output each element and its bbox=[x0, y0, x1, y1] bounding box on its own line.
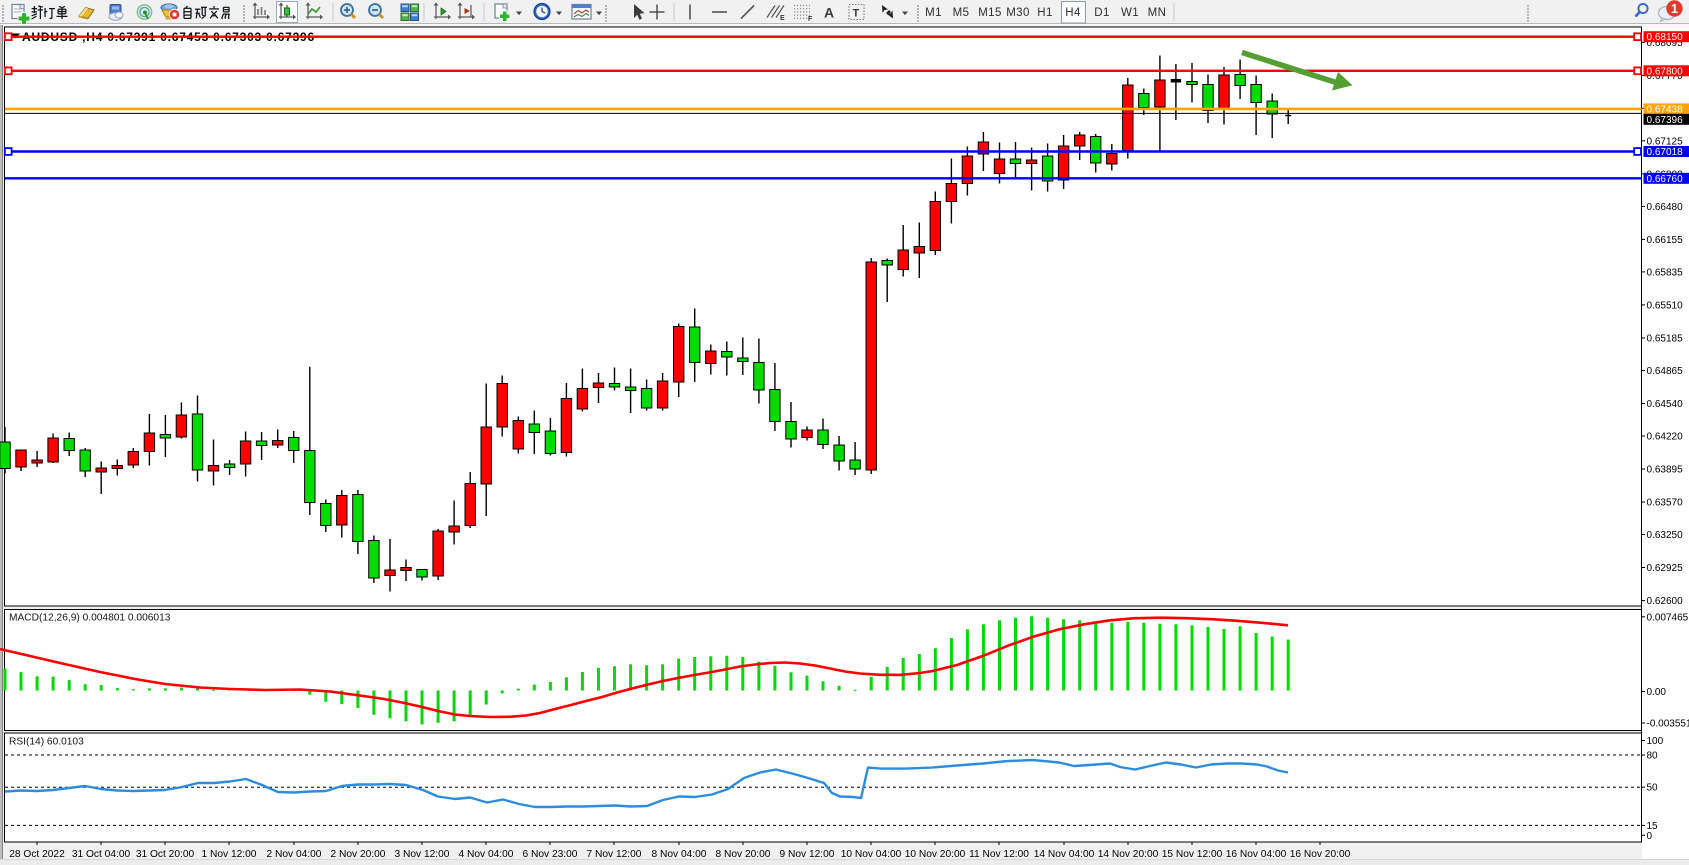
svg-text:0.65510: 0.65510 bbox=[1647, 300, 1684, 311]
svg-text:0: 0 bbox=[1647, 831, 1653, 842]
svg-text:0.007465: 0.007465 bbox=[1647, 612, 1689, 623]
svg-text:3 Nov 12:00: 3 Nov 12:00 bbox=[395, 849, 450, 860]
svg-text:10 Nov 04:00: 10 Nov 04:00 bbox=[841, 849, 902, 860]
svg-text:0.66155: 0.66155 bbox=[1647, 235, 1684, 246]
svg-text:10 Nov 20:00: 10 Nov 20:00 bbox=[905, 849, 966, 860]
svg-text:0.65185: 0.65185 bbox=[1647, 334, 1684, 345]
svg-text:8 Nov 04:00: 8 Nov 04:00 bbox=[652, 849, 707, 860]
svg-text:50: 50 bbox=[1647, 783, 1659, 794]
svg-text:2 Nov 04:00: 2 Nov 04:00 bbox=[267, 849, 322, 860]
svg-text:H4: H4 bbox=[1065, 7, 1081, 19]
svg-text:80: 80 bbox=[1647, 751, 1659, 762]
svg-text:0.00: 0.00 bbox=[1647, 687, 1667, 698]
svg-text:H1: H1 bbox=[1037, 7, 1053, 19]
svg-text:0.66480: 0.66480 bbox=[1647, 202, 1684, 213]
svg-text:E: E bbox=[780, 15, 785, 22]
svg-text:MN: MN bbox=[1148, 7, 1167, 19]
svg-text:14 Nov 20:00: 14 Nov 20:00 bbox=[1098, 849, 1159, 860]
svg-text:F: F bbox=[808, 16, 813, 23]
svg-text:1 Nov 12:00: 1 Nov 12:00 bbox=[202, 849, 257, 860]
svg-text:9 Nov 12:00: 9 Nov 12:00 bbox=[780, 849, 835, 860]
svg-text:6 Nov 23:00: 6 Nov 23:00 bbox=[523, 849, 578, 860]
svg-text:31 Oct 20:00: 31 Oct 20:00 bbox=[136, 849, 195, 860]
svg-text:14 Nov 04:00: 14 Nov 04:00 bbox=[1034, 849, 1095, 860]
svg-text:0.65835: 0.65835 bbox=[1647, 267, 1684, 278]
svg-text:W1: W1 bbox=[1121, 7, 1139, 19]
svg-text:2 Nov 20:00: 2 Nov 20:00 bbox=[331, 849, 386, 860]
svg-text:28 Oct 2022: 28 Oct 2022 bbox=[9, 849, 65, 860]
svg-text:0.62600: 0.62600 bbox=[1647, 596, 1684, 607]
svg-text:RSI(14) 60.0103: RSI(14) 60.0103 bbox=[9, 737, 84, 748]
svg-text:0.64865: 0.64865 bbox=[1647, 366, 1684, 377]
svg-text:MACD(12,26,9) 0.004801 0.00601: MACD(12,26,9) 0.004801 0.006013 bbox=[9, 613, 171, 624]
svg-text:16 Nov 20:00: 16 Nov 20:00 bbox=[1290, 849, 1351, 860]
svg-text:M15: M15 bbox=[978, 7, 1002, 19]
svg-text:0.67125: 0.67125 bbox=[1647, 136, 1684, 147]
svg-text:A: A bbox=[824, 5, 834, 21]
svg-text:0.62925: 0.62925 bbox=[1647, 563, 1684, 574]
svg-text:0.67800: 0.67800 bbox=[1647, 66, 1684, 77]
svg-text:0.68150: 0.68150 bbox=[1647, 32, 1684, 43]
svg-text:8 Nov 20:00: 8 Nov 20:00 bbox=[716, 849, 771, 860]
svg-text:D1: D1 bbox=[1094, 7, 1110, 19]
svg-text:16 Nov 04:00: 16 Nov 04:00 bbox=[1226, 849, 1287, 860]
svg-text:0.64540: 0.64540 bbox=[1647, 399, 1684, 410]
svg-text:M5: M5 bbox=[953, 7, 970, 19]
svg-text:4 Nov 04:00: 4 Nov 04:00 bbox=[459, 849, 514, 860]
svg-text:0.63570: 0.63570 bbox=[1647, 498, 1684, 509]
svg-text:0.63250: 0.63250 bbox=[1647, 530, 1684, 541]
svg-text:11 Nov 12:00: 11 Nov 12:00 bbox=[969, 849, 1029, 860]
svg-text:0.68095: 0.68095 bbox=[1647, 38, 1684, 49]
svg-text:M1: M1 bbox=[925, 7, 942, 19]
svg-text:0.67018: 0.67018 bbox=[1647, 147, 1684, 158]
svg-text:7 Nov 12:00: 7 Nov 12:00 bbox=[587, 849, 642, 860]
svg-text:0.66760: 0.66760 bbox=[1647, 174, 1684, 185]
svg-text:M30: M30 bbox=[1006, 7, 1030, 19]
svg-text:100: 100 bbox=[1647, 736, 1664, 747]
svg-text:0.64220: 0.64220 bbox=[1647, 432, 1684, 443]
svg-text:31 Oct 04:00: 31 Oct 04:00 bbox=[72, 849, 131, 860]
svg-text:T: T bbox=[853, 8, 860, 20]
svg-text:15: 15 bbox=[1647, 821, 1659, 832]
svg-text:1: 1 bbox=[1671, 2, 1678, 16]
svg-text:0.63895: 0.63895 bbox=[1647, 465, 1684, 476]
svg-text:0.67438: 0.67438 bbox=[1647, 104, 1684, 115]
svg-text:0.67396: 0.67396 bbox=[1647, 115, 1684, 126]
svg-text:-0.003551: -0.003551 bbox=[1647, 719, 1689, 730]
svg-text:15 Nov 12:00: 15 Nov 12:00 bbox=[1162, 849, 1223, 860]
